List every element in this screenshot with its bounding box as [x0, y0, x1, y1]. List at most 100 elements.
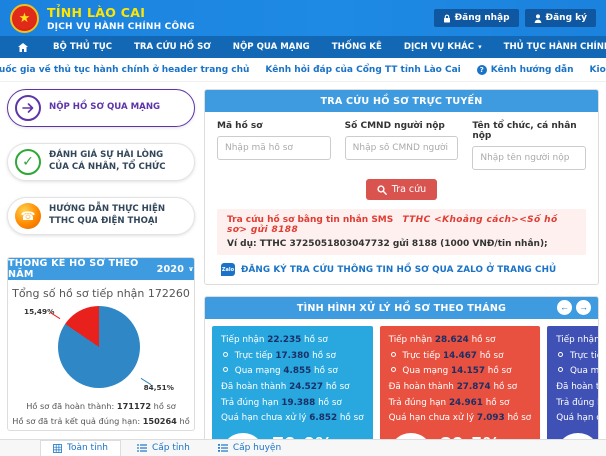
year-stats-title: THỐNG KÊ HỒ SƠ THEO NĂM [8, 258, 139, 280]
next-month-button[interactable]: → [576, 300, 591, 315]
sms-note-label: Tra cứu hồ sơ bằng tin nhắn SMS [227, 215, 394, 225]
secondary-nav-label: Kiosk [589, 64, 606, 75]
list-icon [217, 444, 228, 452]
nav-item[interactable]: DỊCH VỤ KHÁC ▾ [393, 36, 493, 58]
bullet-icon [558, 367, 564, 373]
month-card: Tiếp nhận 11.341 hồ sơ Trực tiếp 6.997 h… [547, 326, 599, 456]
month-stat-row: Trả đúng hạn 9.262 hồ sơ [556, 397, 598, 408]
year-stat-lines: Hồ sơ đã hoàn thành: 171172 hồ sơ Hồ sơ … [8, 399, 194, 430]
month-stat-row: Qua mạng 4.344 hồ sơ [556, 364, 598, 380]
month-card-rows: Tiếp nhận 11.341 hồ sơ Trực tiếp 6.997 h… [556, 333, 599, 427]
prev-month-button[interactable]: ← [557, 300, 572, 315]
year-stats-header[interactable]: THỐNG KÊ HỒ SƠ THEO NĂM 2020 ∨ [8, 258, 194, 280]
search-input[interactable] [344, 136, 459, 160]
phone-icon: ☎ [15, 203, 41, 229]
check-circle-icon: ✓ [15, 149, 41, 175]
grid-icon [53, 443, 62, 453]
search-input[interactable] [217, 136, 331, 160]
submit-online-button[interactable]: NỘP HỒ SƠ QUA MẠNG [7, 89, 195, 127]
month-cards: Tiếp nhận 22.235 hồ sơ Trực tiếp 17.380 … [205, 319, 598, 456]
register-label: Đăng ký [545, 13, 587, 23]
pie-label-overdue: 15,49% [24, 307, 55, 316]
nav-item[interactable]: BỘ THỦ TỤC ▾ [42, 36, 123, 58]
satisfaction-survey-button[interactable]: ✓ ĐÁNH GIÁ SỰ HÀI LÒNG CỦA CÁ NHÂN, TỔ C… [7, 143, 195, 181]
month-stat-row: Qua mạng 14.157 hồ sơ [389, 364, 532, 380]
year-stat-line: Hồ sơ đã trả kết quả đúng hạn: 150264 hồ… [12, 416, 190, 426]
main-nav: BỘ THỦ TỤC ▾ TRA CỨU HỒ SƠ ▾ NỘP QUA MẠN… [0, 36, 606, 58]
home-icon[interactable] [4, 36, 42, 58]
login-label: Đăng nhập [454, 13, 510, 23]
search-button[interactable]: Tra cứu [365, 179, 438, 200]
secondary-nav-link[interactable]: ? Kiosk ▾ [590, 65, 606, 75]
bullet-icon [558, 351, 564, 357]
nav-item[interactable]: TRA CỨU HỒ SƠ ▾ [123, 36, 222, 58]
year-selector[interactable]: 2020 [156, 263, 185, 275]
sms-info-box: Tra cứu hồ sơ bằng tin nhắn SMS TTHC <Kh… [217, 209, 586, 255]
bullet-icon [223, 351, 228, 357]
nav-item-label: DỊCH VỤ KHÁC [403, 42, 475, 52]
zalo-icon: Zalo [221, 263, 235, 276]
month-stat-row: Đã hoàn thành 11.064 hồ sơ [556, 381, 598, 392]
pie-chart-area: 15,49% 84,51% [8, 306, 194, 392]
nav-item[interactable]: THỦ TỤC HÀNH CHÍNH ▾ [493, 36, 606, 58]
tab-cap-huyen[interactable]: Cấp huyện [206, 441, 293, 456]
year-stats-panel: THỐNG KÊ HỒ SƠ THEO NĂM 2020 ∨ Tổng số h… [7, 257, 195, 431]
bullet-icon [390, 367, 396, 373]
lock-icon [443, 14, 450, 22]
monthly-panel: TÌNH HÌNH XỬ LÝ HỒ SƠ THEO THÁNG ← → [204, 296, 599, 456]
month-stat-row: Quá hạn chưa xử lý 5.735 hồ sơ [556, 413, 598, 424]
tab-cap-tinh[interactable]: Cấp tỉnh [125, 441, 202, 456]
month-card: Tiếp nhận 22.235 hồ sơ Trực tiếp 17.380 … [212, 326, 373, 456]
secondary-nav-link[interactable]: ? Kênh hỏi đáp của Cổng TT tỉnh Lào Cai … [265, 65, 460, 75]
arrow-right-icon: → [579, 302, 588, 312]
month-stat-row: Trả đúng hạn 19.388 hồ sơ [221, 397, 342, 408]
app-header: ★ TỈNH LÀO CAI DỊCH VỤ HÀNH CHÍNH CÔNG Đ… [0, 0, 606, 36]
nav-item-label: THỐNG KÊ [331, 42, 382, 52]
search-field: Mã hồ sơ [217, 121, 331, 170]
user-icon [534, 13, 541, 23]
month-stat-row: Tiếp nhận 11.341 hồ sơ [556, 335, 599, 345]
bullet-icon [390, 351, 396, 357]
register-button[interactable]: Đăng ký [524, 9, 596, 27]
bullet-icon [223, 367, 228, 373]
nav-item-label: BỘ THỦ TỤC [53, 42, 113, 52]
nav-item[interactable]: THỐNG KÊ ▾ [321, 36, 393, 58]
phone-guide-button[interactable]: ☎ HƯỚNG DẪN THỰC HIỆN TTHC QUA ĐIỆN THOẠ… [7, 197, 195, 235]
secondary-nav-link[interactable]: ? Kênh hướng dẫn ▾ [476, 64, 574, 75]
site-branding: TỈNH LÀO CAI DỊCH VỤ HÀNH CHÍNH CÔNG [47, 5, 426, 32]
question-icon: ? [476, 64, 487, 75]
search-field-label: Mã hồ sơ [217, 121, 263, 131]
pie-label-ontime: 84,51% [143, 383, 174, 392]
phone-guide-label: HƯỚNG DẪN THỰC HIỆN TTHC QUA ĐIỆN THOẠI [49, 204, 166, 226]
month-stat-row: Quá hạn chưa xử lý 6.852 hồ sơ [221, 413, 364, 424]
search-fields: Mã hồ sơ Số CMND người nộp Tên tổ chức, … [217, 121, 587, 170]
search-button-label: Tra cứu [391, 184, 427, 195]
secondary-nav: ? Cơ sở dữ liệu quốc gia về thủ tục hành… [0, 58, 606, 82]
month-card-rows: Tiếp nhận 28.624 hồ sơ Trực tiếp 14.467 … [389, 333, 532, 427]
nav-item-label: TRA CỨU HỒ SƠ [134, 42, 211, 52]
tab-toan-tinh[interactable]: Toàn tỉnh [40, 440, 121, 456]
zalo-register-link[interactable]: ĐĂNG KÝ TRA CỨU THÔNG TIN HỒ SƠ QUA ZALO… [241, 264, 557, 275]
search-panel: TRA CỨU HỒ SƠ TRỰC TUYẾN Mã hồ sơ Số CMN… [204, 89, 599, 285]
site-title: TỈNH LÀO CAI [47, 4, 146, 20]
list-icon [137, 444, 147, 452]
month-stat-row: Tiếp nhận 28.624 hồ sơ [388, 335, 496, 345]
login-button[interactable]: Đăng nhập [433, 9, 519, 27]
search-field-label: Số CMND người nộp [344, 121, 445, 131]
satisfaction-survey-label: ĐÁNH GIÁ SỰ HÀI LÒNG CỦA CÁ NHÂN, TỔ CHỨ… [49, 150, 166, 172]
sms-syntax: TTHC <Khoảng cách><Số hồ sơ> gửi 8188 [227, 215, 558, 235]
secondary-nav-link[interactable]: ? Cơ sở dữ liệu quốc gia về thủ tục hành… [0, 65, 249, 75]
nav-item[interactable]: NỘP QUA MẠNG ▾ [222, 36, 321, 58]
month-stat-row: Đã hoàn thành 24.527 hồ sơ [221, 381, 350, 392]
search-field: Tên tổ chức, cá nhân nộp [472, 121, 587, 170]
sms-example: Ví dụ: TTHC 3725051803047732 gửi 8188 (1… [227, 239, 548, 249]
search-input[interactable] [472, 146, 587, 170]
month-stat-row: Đã hoàn thành 27.874 hồ sơ [388, 381, 518, 392]
search-field: Số CMND người nộp [344, 121, 459, 170]
arrow-left-icon: ← [560, 302, 569, 312]
secondary-nav-label: Kênh hướng dẫn [490, 64, 574, 75]
arrow-right-circle-icon [15, 95, 41, 121]
secondary-nav-label: Kênh hỏi đáp của Cổng TT tỉnh Lào Cai [265, 64, 461, 75]
month-stat-row: Trực tiếp 14.467 hồ sơ [389, 349, 532, 365]
right-column: TRA CỨU HỒ SƠ TRỰC TUYẾN Mã hồ sơ Số CMN… [204, 89, 599, 456]
